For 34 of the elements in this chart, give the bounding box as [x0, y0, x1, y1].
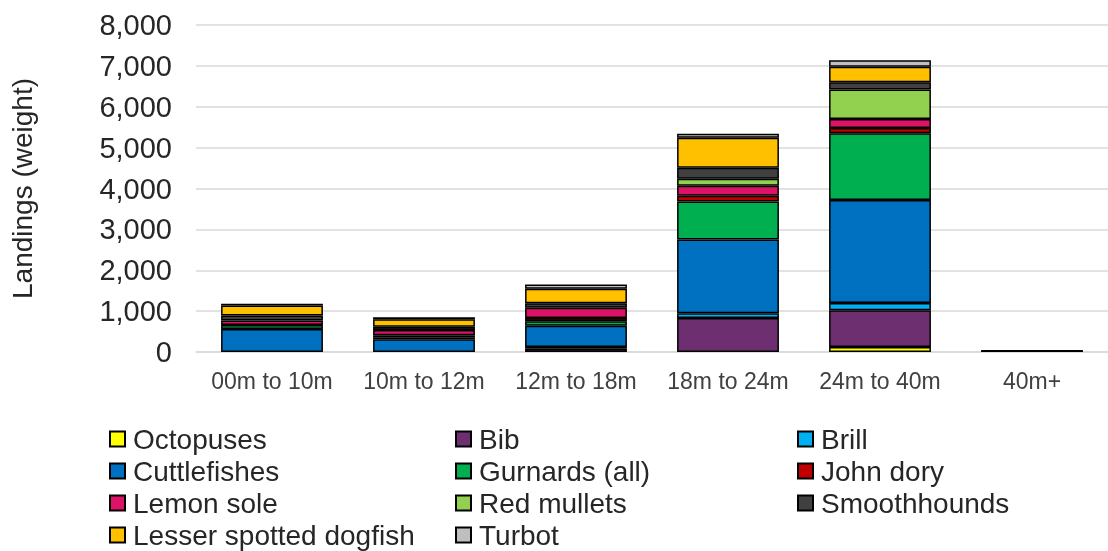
y-tick-label: 4,000	[99, 172, 172, 205]
x-tick-label: 00m to 10m	[211, 367, 333, 394]
legend-label: Octopuses	[133, 423, 267, 455]
legend-label: Smoothhounds	[821, 487, 1010, 519]
x-tick-label: 10m to 12m	[363, 367, 485, 394]
x-tick-label: 18m to 24m	[667, 367, 789, 394]
legend-label: Cuttlefishes	[133, 455, 280, 487]
legend-label: John dory	[821, 455, 944, 487]
bar	[373, 319, 475, 327]
y-tick-label: 6,000	[99, 90, 172, 123]
x-tick-label: 24m to 40m	[819, 367, 941, 394]
x-tick-label: 40m+	[1002, 367, 1062, 394]
legend-label: Red mullets	[479, 487, 627, 519]
y-tick-label: 0	[155, 336, 172, 368]
y-tick-label: 2,000	[99, 254, 172, 287]
bar	[525, 307, 627, 319]
y-tick-label: 5,000	[99, 131, 172, 164]
y-tick-label: 8,000	[99, 9, 172, 41]
bar	[525, 325, 627, 348]
legend-label: Bib	[479, 423, 520, 455]
legend-label: Gurnards (all)	[479, 455, 651, 487]
legend-label: Lesser spotted dogfish	[133, 519, 415, 551]
legend-label: Brill	[821, 423, 868, 455]
bar	[525, 288, 627, 304]
bar	[373, 329, 475, 336]
x-tick-label: 12m to 18m	[515, 367, 637, 394]
y-tick-label: 1,000	[99, 295, 172, 328]
bar	[373, 339, 475, 352]
y-tick-label: 3,000	[99, 213, 172, 246]
legend-label: Lemon sole	[133, 487, 278, 519]
y-tick-label: 7,000	[99, 49, 172, 82]
y-axis-title: Landings (weight)	[6, 77, 38, 300]
legend-label: Turbot	[479, 519, 560, 551]
bar	[221, 329, 323, 352]
